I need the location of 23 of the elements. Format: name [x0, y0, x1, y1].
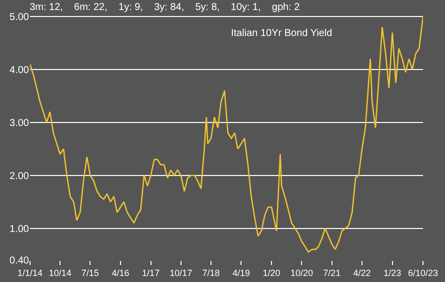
x-tick-label: 10/14	[48, 268, 72, 278]
chart-subtitle: 3m: 12, 6m: 22, 1y: 9, 3y: 84, 5y: 8, 10y: 1, gph: 2	[30, 2, 300, 13]
x-tick-label: 1/20	[262, 268, 280, 278]
x-tick-label: 6/10/23	[408, 268, 438, 278]
x-tick-label: 1/1/14	[17, 268, 43, 278]
x-tick-label: 1/17	[142, 268, 160, 278]
y-tick-label: 1.00	[10, 224, 30, 235]
y-tick-label: 0.40	[10, 256, 30, 266]
y-tick-label: 2.00	[10, 170, 30, 182]
text: Italian 10Yr Bond Yield	[231, 28, 332, 39]
line-series	[30, 16, 423, 253]
x-tick-label: 10/17	[170, 268, 192, 278]
x-tick-label: 10/20	[290, 268, 314, 278]
y-tick-label: 3.00	[10, 118, 30, 129]
x-tick-label: 1/23	[384, 268, 402, 278]
x-tick-label: 4/19	[232, 268, 250, 278]
x-tick-label: 7/15	[81, 268, 99, 278]
y-tick-label: 5.00	[10, 12, 30, 24]
y-tick-label: 4.00	[10, 65, 30, 76]
x-tick-label: 7/21	[323, 268, 341, 278]
x-tick-label: 4/22	[353, 268, 371, 278]
x-tick-label: 4/16	[112, 268, 130, 278]
x-tick-label: 7/18	[202, 268, 220, 278]
